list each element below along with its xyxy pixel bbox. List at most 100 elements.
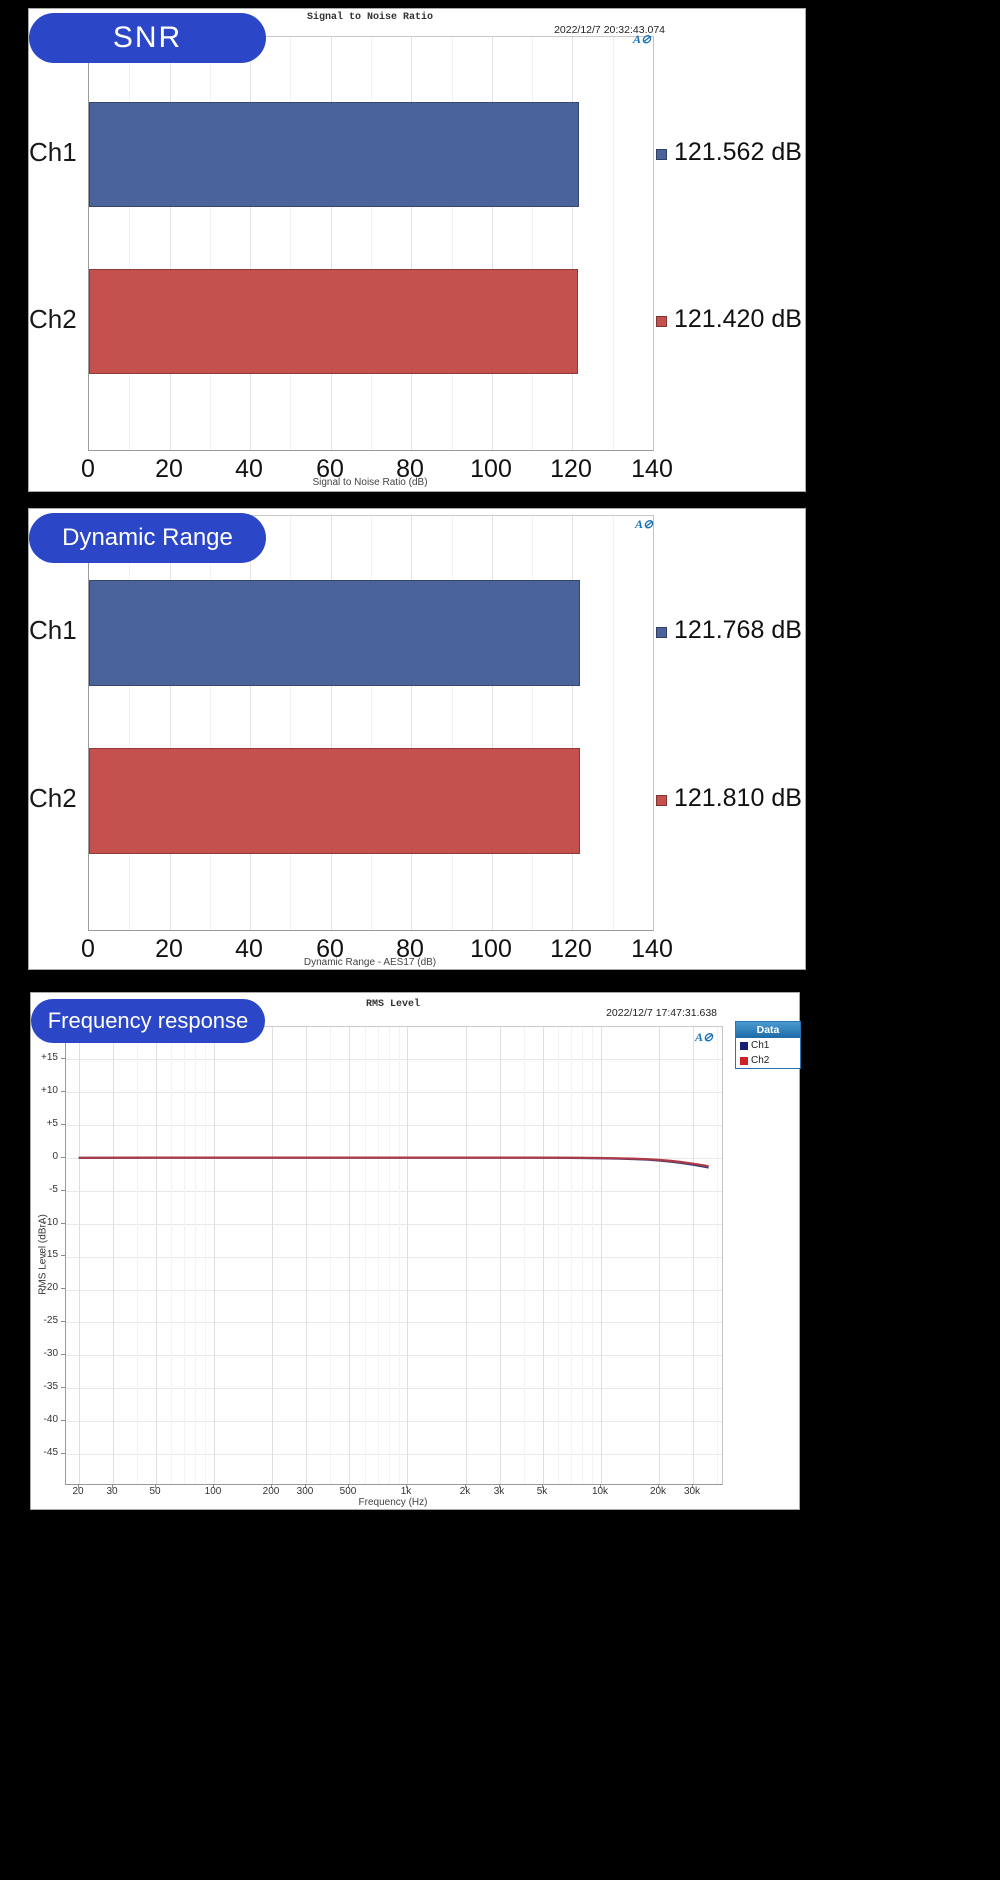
value-marker-icon <box>656 627 667 638</box>
x-tick-label: 30 <box>106 1486 118 1497</box>
gridline-vertical <box>195 1027 197 1484</box>
legend-row-ch1: Ch1 <box>736 1038 800 1053</box>
gridline-vertical <box>542 1027 544 1484</box>
gridline-vertical <box>582 1027 584 1484</box>
value-label: 121.420 dB <box>674 305 802 333</box>
gridline-vertical <box>491 516 493 930</box>
bar-ch2 <box>89 748 580 854</box>
gridline-vertical <box>499 1027 501 1484</box>
gridline-vertical <box>330 516 332 930</box>
x-tick-label: 120 <box>550 935 592 963</box>
value-marker-icon <box>656 316 667 327</box>
gridline-vertical <box>112 1027 114 1484</box>
y-tick-mark <box>61 1354 65 1355</box>
gridline-vertical <box>491 37 493 450</box>
gridline-vertical <box>129 37 131 450</box>
frequency-response-chart-card: Frequency response RMS Level 2022/12/7 1… <box>30 992 801 1510</box>
y-tick-mark <box>61 1124 65 1125</box>
x-tick-mark <box>213 1484 214 1488</box>
frequency-response-badge-label: Frequency response <box>47 1008 249 1033</box>
x-tick-label: 20k <box>649 1486 667 1497</box>
gridline-vertical <box>169 516 171 930</box>
chart-title: RMS Level <box>365 999 420 1010</box>
gridline-vertical <box>169 37 171 450</box>
gridline-vertical <box>532 516 534 930</box>
gridline-vertical <box>600 1027 602 1484</box>
y-tick-label: -40 <box>43 1414 58 1425</box>
gridline-horizontal <box>66 1256 722 1258</box>
ch1-swatch-icon <box>740 1041 748 1050</box>
gridline-vertical <box>371 516 372 930</box>
value-marker-icon <box>656 149 667 160</box>
gridline-vertical <box>411 37 413 450</box>
x-tick-label: 500 <box>339 1486 357 1497</box>
legend-header: Data <box>736 1022 800 1038</box>
value-label: 121.810 dB <box>674 784 802 812</box>
rms-level-plot-area <box>65 1026 723 1485</box>
gridline-vertical <box>612 516 614 930</box>
gridline-vertical <box>717 1027 719 1484</box>
y-tick-label: +5 <box>46 1118 58 1129</box>
legend: Data Ch1 Ch2 <box>735 1021 801 1069</box>
snr-badge-label: SNR <box>112 21 183 54</box>
x-tick-label: 5k <box>536 1486 548 1497</box>
x-tick-label: 2k <box>459 1486 471 1497</box>
gridline-vertical <box>558 1027 559 1484</box>
ap-logo-icon: A⊘ <box>633 32 652 46</box>
gridline-vertical <box>250 516 252 930</box>
frequency-response-curves <box>78 1156 709 1169</box>
dynamic-range-plot-area <box>88 515 654 931</box>
x-tick-mark <box>465 1484 466 1488</box>
chart-timestamp: 2022/12/7 20:32:43.074 <box>554 24 665 36</box>
ap-logo-icon: A⊘ <box>695 1030 714 1044</box>
gridline-vertical <box>592 1027 594 1484</box>
x-tick-label: 1k <box>400 1486 412 1497</box>
gridline-vertical <box>659 1027 661 1484</box>
y-tick-label: -15 <box>43 1249 58 1260</box>
gridline-horizontal <box>66 1289 722 1291</box>
gridline-horizontal <box>66 1190 722 1192</box>
y-tick-mark <box>61 1190 65 1191</box>
chart-timestamp: 2022/12/7 17:47:31.638 <box>606 1007 717 1019</box>
y-tick-label: -5 <box>49 1184 58 1195</box>
gridline-vertical <box>411 516 413 930</box>
y-tick-label: -25 <box>43 1315 58 1326</box>
gridline-vertical <box>612 37 614 450</box>
x-tick-label: 10k <box>591 1486 609 1497</box>
x-tick-label: 100 <box>470 935 512 963</box>
gridline-horizontal <box>66 1322 722 1324</box>
chart-title: Signal to Noise Ratio <box>306 12 434 23</box>
snr-plot-area <box>88 36 654 451</box>
y-tick-mark <box>61 1058 65 1059</box>
y-tick-mark <box>61 1255 65 1256</box>
y-tick-mark <box>61 1288 65 1289</box>
gridline-vertical <box>155 1027 157 1484</box>
x-tick-label: 60 <box>316 455 344 483</box>
gridline-vertical <box>693 1027 695 1484</box>
x-tick-label: 140 <box>631 455 673 483</box>
x-tick-label: 40 <box>235 455 263 483</box>
ap-logo-icon: A⊘ <box>635 517 654 531</box>
y-tick-label: -30 <box>43 1348 58 1359</box>
gridline-horizontal <box>66 1388 722 1390</box>
x-axis-caption: Dynamic Range - AES17 (dB) <box>303 957 437 968</box>
x-tick-label: 60 <box>316 935 344 963</box>
gridline-horizontal <box>66 1058 722 1060</box>
gridline-vertical <box>572 37 574 450</box>
bar-ch1 <box>89 102 579 207</box>
x-tick-label: 40 <box>235 935 263 963</box>
y-tick-mark <box>61 1223 65 1224</box>
gridline-vertical <box>209 37 211 450</box>
legend-row-ch2: Ch2 <box>736 1053 800 1068</box>
y-tick-mark <box>61 1453 65 1454</box>
gridline-vertical <box>290 516 292 930</box>
gridline-vertical <box>129 516 131 930</box>
x-tick-label: 100 <box>204 1486 222 1497</box>
x-tick-mark <box>112 1484 113 1488</box>
x-tick-label: 0 <box>81 935 95 963</box>
gridline-vertical <box>371 37 372 450</box>
category-label: Ch2 <box>29 783 77 813</box>
x-tick-mark <box>78 1484 79 1488</box>
x-axis-caption: Signal to Noise Ratio (dB) <box>312 477 428 488</box>
